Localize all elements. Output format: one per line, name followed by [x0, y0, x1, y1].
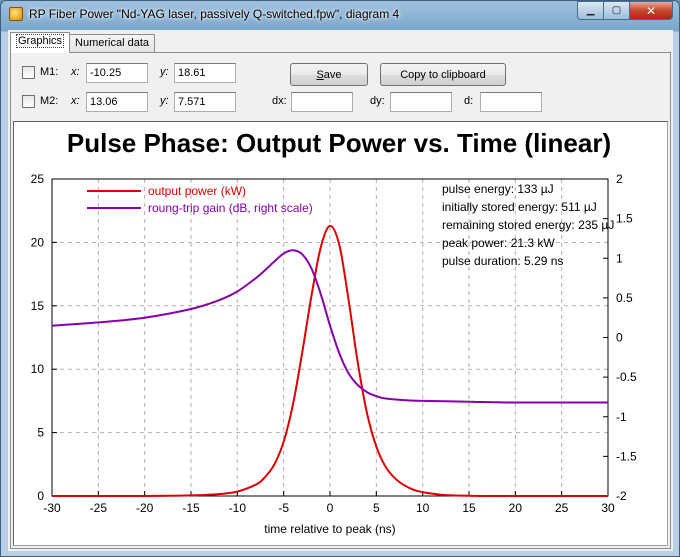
- m2-label: M2:: [40, 95, 59, 107]
- save-accelerator: S: [316, 68, 324, 81]
- m1-x-label: x:: [71, 66, 80, 78]
- m2-y-field[interactable]: [174, 92, 236, 112]
- x-tick-label: -20: [136, 501, 154, 515]
- x-tick-label: 10: [416, 501, 430, 515]
- dy-field[interactable]: [390, 92, 452, 112]
- app-icon[interactable]: [9, 7, 23, 21]
- chart-grid: [52, 179, 608, 496]
- close-button[interactable]: ✕: [629, 1, 673, 20]
- diagram-area[interactable]: Pulse Phase: Output Power vs. Time (line…: [13, 121, 668, 546]
- chart-title: Pulse Phase: Output Power vs. Time (line…: [67, 128, 611, 158]
- y2-tick-label: -2: [616, 489, 627, 503]
- y2-tick-label: 0.5: [616, 291, 633, 305]
- x-tick-label: 15: [462, 501, 476, 515]
- annotation-pulse-duration: pulse duration: 5.29 ns: [442, 254, 563, 268]
- dx-field[interactable]: [291, 92, 353, 112]
- dx-label: dx:: [272, 95, 287, 107]
- y-tick-label: 10: [31, 362, 45, 376]
- y2-tick-label: 1: [616, 251, 623, 265]
- y2-tick-label: -1: [616, 410, 627, 424]
- m1-x-field[interactable]: [86, 63, 148, 83]
- m2-x-field[interactable]: [86, 92, 148, 112]
- y-tick-label: 15: [31, 299, 45, 313]
- legend-label-gain: roung-trip gain (dB, right scale): [148, 201, 313, 215]
- m1-label: M1:: [40, 66, 59, 78]
- client-area: Graphics Numerical data M1: x: y: M2: x:…: [8, 30, 673, 551]
- dy-label: dy:: [370, 95, 385, 107]
- y2-tick-label: 2: [616, 172, 623, 186]
- y-tick-label: 25: [31, 172, 45, 186]
- y2-tick-label: 1.5: [616, 212, 633, 226]
- copy-to-clipboard-button[interactable]: Copy to clipboard: [380, 63, 506, 86]
- y-tick-label: 20: [31, 235, 45, 249]
- tab-strip: Graphics Numerical data: [10, 32, 156, 53]
- x-tick-label: 25: [555, 501, 569, 515]
- x-tick-label: -15: [182, 501, 200, 515]
- y2-tick-label: 0: [616, 331, 623, 345]
- series-line-output-power: [51, 224, 609, 498]
- axis-ticks: -30 -25 -20 -15 -10 -5 0 5 10 15 20 25 300510152025-…: [31, 172, 637, 515]
- m2-checkbox[interactable]: [22, 95, 35, 108]
- series-line-round-trip-gain: [51, 249, 609, 404]
- m1-y-label: y:: [160, 66, 169, 78]
- y-tick-label: 5: [37, 426, 44, 440]
- y-tick-label: 0: [37, 489, 44, 503]
- tab-graphics-label: Graphics: [16, 34, 65, 48]
- y2-tick-label: -0.5: [616, 370, 637, 384]
- x-axis-label: time relative to peak (ns): [264, 522, 395, 536]
- m2-x-label: x:: [71, 95, 80, 107]
- annotation-pulse-energy: pulse energy: 133 µJ: [442, 182, 554, 196]
- x-tick-label: 0: [327, 501, 334, 515]
- save-label-rest: ave: [323, 68, 342, 81]
- y2-tick-label: -1.5: [616, 449, 637, 463]
- maximize-button[interactable]: ▢: [603, 1, 629, 20]
- x-tick-label: -25: [90, 501, 108, 515]
- d-field[interactable]: [480, 92, 542, 112]
- chart-series: [51, 224, 609, 498]
- m2-y-label: y:: [160, 95, 169, 107]
- annotation-peak-power: peak power: 21.3 kW: [442, 236, 555, 250]
- power-time-chart[interactable]: Pulse Phase: Output Power vs. Time (line…: [14, 122, 667, 545]
- m1-y-field[interactable]: [174, 63, 236, 83]
- d-label: d:: [464, 95, 474, 107]
- title-bar[interactable]: RP Fiber Power "Nd-YAG laser, passively …: [1, 1, 679, 29]
- window-title: RP Fiber Power "Nd-YAG laser, passively …: [29, 7, 400, 21]
- x-tick-label: -30: [43, 501, 61, 515]
- legend: output power (kW) roung-trip gain (dB, r…: [87, 184, 313, 215]
- x-tick-label: 5: [373, 501, 380, 515]
- window-controls: ▁ ▢ ✕: [577, 1, 673, 20]
- m1-checkbox[interactable]: [22, 66, 35, 79]
- legend-label-power: output power (kW): [148, 184, 246, 198]
- tab-numerical-data[interactable]: Numerical data: [69, 34, 156, 53]
- annotation-remaining-energy: remaining stored energy: 235 µJ: [442, 218, 614, 232]
- annotation-initial-energy: initially stored energy: 511 µJ: [442, 200, 597, 214]
- x-tick-label: 20: [509, 501, 523, 515]
- x-tick-label: -5: [278, 501, 289, 515]
- minimize-button[interactable]: ▁: [577, 1, 603, 20]
- info-annotations: pulse energy: 133 µJ initially stored en…: [442, 182, 614, 268]
- x-tick-label: -10: [229, 501, 247, 515]
- tab-graphics[interactable]: Graphics: [10, 32, 71, 53]
- x-tick-label: 30: [601, 501, 615, 515]
